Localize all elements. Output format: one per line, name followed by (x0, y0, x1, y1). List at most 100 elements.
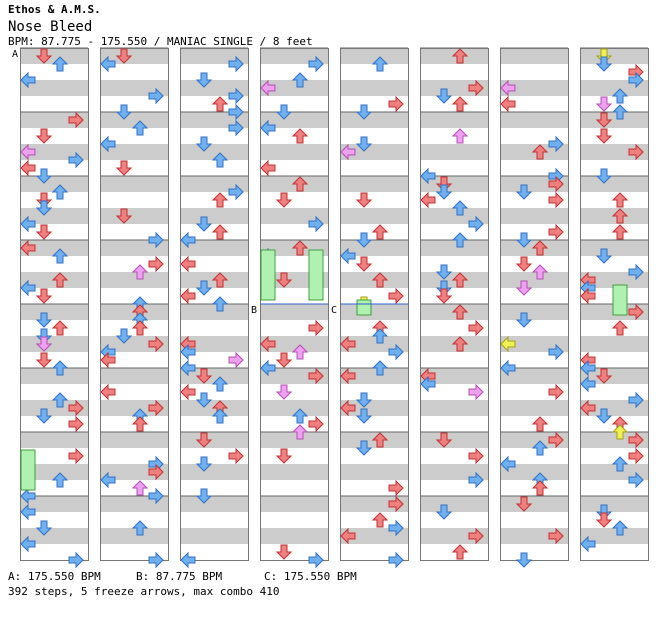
step-arrow-right (388, 287, 404, 305)
arrow-shape (195, 368, 213, 384)
step-arrow-left (260, 359, 276, 377)
step-arrow-down (435, 264, 453, 280)
measure-stripe (500, 272, 568, 288)
step-arrow-down (515, 184, 533, 200)
arrow-shape (228, 183, 244, 201)
arrow-shape (195, 216, 213, 232)
step-arrow-right (148, 231, 164, 249)
chart-column (500, 48, 569, 561)
arrow-shape (131, 416, 149, 432)
measure-stripe (500, 336, 568, 352)
arrow-shape (228, 87, 244, 105)
arrow-shape (51, 392, 69, 408)
bpm-marker-label: C (331, 305, 337, 316)
measure-stripe (20, 304, 88, 320)
step-arrow-right (468, 447, 484, 465)
step-arrow-down (515, 496, 533, 512)
arrow-shape (148, 255, 164, 273)
step-arrow-down (595, 56, 613, 72)
measure-stripe (420, 432, 488, 448)
arrow-shape (531, 416, 549, 432)
step-arrow-right (148, 335, 164, 353)
step-arrow-down (595, 512, 613, 528)
step-arrow-up (51, 320, 69, 336)
measure-stripe (340, 176, 408, 192)
arrow-shape (468, 447, 484, 465)
arrow-shape (148, 551, 164, 569)
step-arrow-right (228, 55, 244, 73)
step-arrow-left (420, 167, 436, 185)
arrow-shape (451, 272, 469, 288)
step-arrow-down (595, 408, 613, 424)
arrow-shape (35, 520, 53, 536)
step-arrow-left (20, 535, 36, 553)
step-arrow-right (628, 431, 644, 449)
measure-stripe (580, 112, 648, 128)
chart-column (20, 48, 89, 561)
measure-stripe (180, 176, 248, 192)
arrow-shape (275, 192, 293, 208)
step-arrow-right (548, 383, 564, 401)
step-arrow-right (228, 103, 244, 121)
arrow-shape (388, 95, 404, 113)
step-arrow-down (35, 408, 53, 424)
measure-stripe (500, 112, 568, 128)
step-arrow-left (260, 119, 276, 137)
step-arrow-up (211, 96, 229, 112)
step-arrow-down (35, 312, 53, 328)
step-arrow-down (435, 288, 453, 304)
arrow-shape (468, 319, 484, 337)
step-arrow-up (451, 336, 469, 352)
step-arrow-up (131, 120, 149, 136)
step-arrow-down (35, 224, 53, 240)
step-arrow-left (340, 143, 356, 161)
measure-stripe (580, 528, 648, 544)
measure-stripe (260, 48, 328, 64)
step-arrow-right (468, 319, 484, 337)
step-arrow-down (515, 232, 533, 248)
arrow-shape (580, 399, 596, 417)
measure-stripe (580, 272, 648, 288)
step-arrow-right (628, 391, 644, 409)
arrow-shape (115, 328, 133, 344)
step-arrow-right (68, 551, 84, 569)
arrow-shape (148, 487, 164, 505)
step-arrow-up (531, 480, 549, 496)
arrow-shape (628, 471, 644, 489)
measure-stripe (420, 176, 488, 192)
step-arrow-down (435, 432, 453, 448)
step-arrow-up (611, 520, 629, 536)
step-arrow-down (195, 280, 213, 296)
step-arrow-left (100, 471, 116, 489)
step-arrow-down (275, 384, 293, 400)
step-arrow-down (275, 272, 293, 288)
measure-stripe (180, 80, 248, 96)
measure-stripe (180, 208, 248, 224)
arrow-shape (355, 136, 373, 152)
arrow-shape (468, 215, 484, 233)
step-arrow-down (515, 256, 533, 272)
step-arrow-up (291, 128, 309, 144)
step-arrow-left (580, 375, 596, 393)
arrow-shape (580, 375, 596, 393)
step-arrow-down (35, 48, 53, 64)
step-arrow-up (211, 272, 229, 288)
measure-stripe (580, 80, 648, 96)
step-arrow-down (275, 448, 293, 464)
arrow-shape (68, 111, 84, 129)
measure-stripe (100, 400, 168, 416)
arrow-shape (20, 503, 36, 521)
step-arrow-down (515, 280, 533, 296)
step-arrow-up (291, 408, 309, 424)
arrow-shape (340, 527, 356, 545)
step-arrow-left (260, 79, 276, 97)
arrow-shape (275, 544, 293, 560)
step-arrow-right (548, 135, 564, 153)
arrow-shape (468, 527, 484, 545)
arrow-shape (211, 272, 229, 288)
arrow-shape (515, 280, 533, 296)
step-arrow-up (131, 480, 149, 496)
step-arrow-left (180, 551, 196, 569)
arrow-shape (500, 455, 516, 473)
